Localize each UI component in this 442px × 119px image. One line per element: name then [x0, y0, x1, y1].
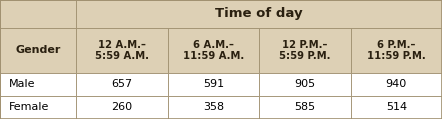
Text: 358: 358: [203, 102, 224, 112]
Text: 591: 591: [203, 79, 224, 89]
Text: 5:59 P.M.: 5:59 P.M.: [279, 51, 331, 61]
Bar: [76, 96, 168, 119]
Bar: [351, 73, 442, 96]
Text: 12 P.M.–: 12 P.M.–: [282, 40, 328, 50]
Bar: [168, 96, 259, 119]
Bar: [0, 0, 76, 28]
Bar: [259, 28, 351, 73]
Text: 6 A.M.–: 6 A.M.–: [193, 40, 234, 50]
Bar: [0, 73, 76, 96]
Text: 11:59 P.M.: 11:59 P.M.: [367, 51, 426, 61]
Bar: [259, 73, 351, 96]
Bar: [76, 0, 442, 28]
Text: 657: 657: [111, 79, 132, 89]
Text: 5:59 A.M.: 5:59 A.M.: [95, 51, 149, 61]
Text: 12 A.M.–: 12 A.M.–: [98, 40, 146, 50]
Bar: [168, 73, 259, 96]
Bar: [76, 73, 168, 96]
Text: 11:59 A.M.: 11:59 A.M.: [183, 51, 244, 61]
Text: Gender: Gender: [15, 45, 61, 55]
Bar: [168, 28, 259, 73]
Text: Time of day: Time of day: [215, 7, 303, 20]
Text: 6 P.M.–: 6 P.M.–: [377, 40, 415, 50]
Text: 905: 905: [294, 79, 315, 89]
Bar: [351, 28, 442, 73]
Bar: [351, 96, 442, 119]
Text: 940: 940: [385, 79, 407, 89]
Text: Female: Female: [9, 102, 50, 112]
Bar: [0, 28, 76, 73]
Text: 514: 514: [386, 102, 407, 112]
Bar: [0, 96, 76, 119]
Text: Male: Male: [9, 79, 36, 89]
Bar: [259, 96, 351, 119]
Bar: [76, 28, 168, 73]
Text: 585: 585: [294, 102, 315, 112]
Text: 260: 260: [111, 102, 132, 112]
